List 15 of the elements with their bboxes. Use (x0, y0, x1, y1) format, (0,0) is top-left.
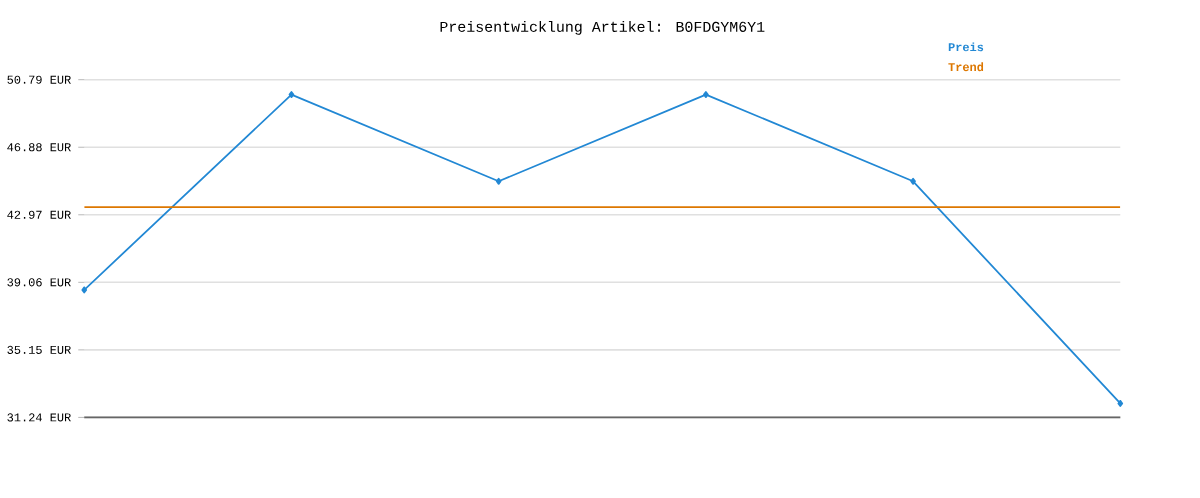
point (1117, 399, 1124, 407)
point (703, 91, 709, 98)
point (495, 177, 502, 185)
text: Trend (948, 62, 984, 72)
point (288, 91, 295, 98)
point (81, 286, 88, 294)
y-tick-label: 31.24 EUR (7, 413, 71, 422)
y-tick-label: 35.15 EUR (7, 345, 71, 354)
text: Preis (948, 42, 984, 52)
y-tick-label: 39.06 EUR (7, 278, 71, 287)
y-tick-label: 46.88 EUR (7, 143, 71, 152)
y-tick-label: 42.97 EUR (7, 210, 71, 219)
y-tick-label: 50.79 EUR (7, 75, 71, 84)
point (910, 177, 916, 185)
chart-title: Preisentwicklung Artikel: B0FDGYM6Y1 (440, 20, 765, 35)
